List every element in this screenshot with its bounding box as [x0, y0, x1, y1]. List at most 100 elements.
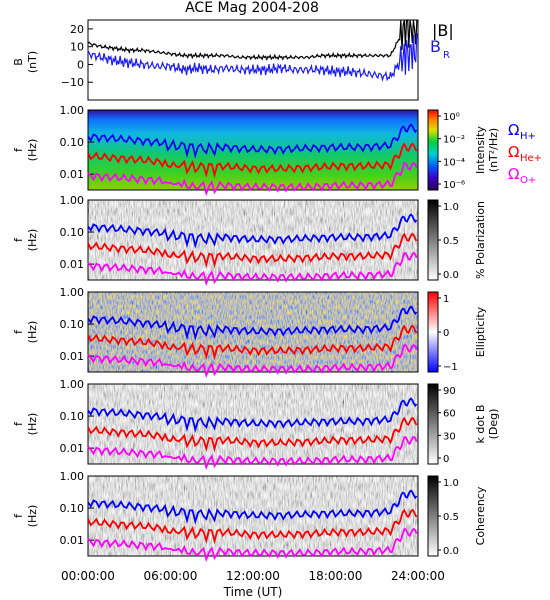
k-dot-B-gyro-Heplus — [87, 416, 418, 453]
intensity-colorbar-label: 10⁻⁴ — [443, 157, 465, 168]
legend-omega-o: Ω — [508, 165, 519, 183]
legend-br: B — [430, 37, 441, 56]
x-axis-ticks: 00:00:00 06:00:00 12:00:00 18:00:00 24:00:00 — [61, 569, 445, 583]
intensity-ylabel: f — [12, 147, 25, 152]
polarization-ytick-label: 0.10 — [60, 226, 85, 239]
bfield-series — [87, 19, 418, 83]
ellipticity-colorbar-label: 1 — [443, 294, 449, 305]
k-dot-B-ytick-label: 0.01 — [60, 442, 85, 455]
coherency-gyro-Heplus — [87, 508, 418, 545]
intensity-colorbar-label: 10⁰ — [443, 112, 460, 123]
k-dot-B-colorbar-label: 90 — [443, 386, 456, 397]
ellipticity-colorbar-label: 0 — [443, 328, 449, 339]
bfield-line-btotal — [87, 19, 418, 62]
intensity-ytick-label: 1.00 — [60, 104, 85, 117]
ellipticity-gyro-Oplus — [87, 343, 418, 379]
k-dot-B-image — [88, 384, 418, 464]
legend-he-sub: He+ — [520, 153, 542, 164]
ellipticity-yunit: (Hz) — [26, 321, 39, 344]
polarization-gyro-Heplus — [87, 232, 418, 269]
ion-legend: Ω H+ Ω He+ Ω O+ — [508, 121, 542, 186]
intensity-colorbar-label: 10⁻⁶ — [443, 180, 465, 191]
ellipticity-frame — [87, 291, 419, 373]
x-tick-label: 18:00:00 — [309, 569, 363, 583]
polarization-colorbar-label: 0.5 — [443, 236, 459, 247]
bfield-ytick-label: 0 — [77, 58, 84, 71]
coherency-colorbar-label: 0.0 — [443, 546, 459, 557]
k-dot-B-colorbar-label: 0 — [443, 454, 449, 465]
k-dot-B-frame — [87, 383, 419, 465]
polarization-frame — [87, 199, 419, 281]
k-dot-B-colorbar-unit: (Deg) — [487, 409, 500, 440]
x-tick-label: 06:00:00 — [144, 569, 198, 583]
polarization-gyro-Hplus — [87, 213, 418, 249]
legend-br-sub: R — [443, 50, 450, 61]
bfield-ytick-label: 10 — [70, 41, 84, 54]
k-dot-B-ytick-label: 1.00 — [60, 378, 85, 391]
legend-btotal: |B| — [432, 21, 454, 40]
x-tick-label: 00:00:00 — [61, 569, 115, 583]
x-tick-label: 12:00:00 — [226, 569, 280, 583]
coherency-colorbar-label: 1.0 — [443, 478, 459, 489]
panel-k-dot-B: 1.00 0.10 0.01 f (Hz) 90 60 30 0 k dot B (Deg) — [12, 378, 500, 471]
coherency-ytick-label: 0.01 — [60, 534, 85, 547]
bfield-frame — [87, 19, 419, 101]
legend-h-sub: H+ — [520, 131, 536, 142]
intensity-colorbar — [427, 109, 439, 191]
coherency-image — [88, 476, 418, 556]
panel-bfield: 20 10 0 −10 B (nT) |B| B R — [12, 19, 454, 101]
polarization-yunit: (Hz) — [26, 229, 39, 252]
intensity-gyro-Hplus — [87, 123, 418, 159]
k-dot-B-colorbar-title: k dot B — [474, 405, 487, 444]
intensity-ytick-label: 0.10 — [60, 136, 85, 149]
ellipticity-gyro-Heplus — [87, 324, 418, 361]
coherency-colorbar-label: 0.5 — [443, 512, 459, 523]
chart-title: ACE Mag 2004-208 — [185, 0, 319, 16]
ellipticity-gyro-Hplus — [87, 305, 418, 341]
coherency-colorbar — [427, 475, 439, 557]
coherency-ylabel: f — [12, 513, 25, 518]
polarization-colorbar — [427, 199, 439, 281]
legend-omega-he: Ω — [508, 143, 519, 161]
polarization-colorbar-label: 1.0 — [443, 202, 459, 213]
bfield-line-br — [87, 33, 418, 83]
polarization-ylabel: f — [12, 237, 25, 242]
panel-polarization: 1.00 0.10 0.01 f (Hz) 1.0 0.5 0.0 % Polarization — [12, 194, 487, 287]
ellipticity-ylabel: f — [12, 329, 25, 334]
bfield-yunit: (nT) — [26, 51, 39, 73]
intensity-image — [88, 110, 418, 190]
polarization-gyro-Oplus — [87, 251, 418, 287]
legend-o-sub: O+ — [520, 175, 536, 186]
intensity-gyro-Oplus — [87, 161, 418, 197]
k-dot-B-ytick-label: 0.10 — [60, 410, 85, 423]
k-dot-B-yunit: (Hz) — [26, 413, 39, 436]
k-dot-B-gyro-Hplus — [87, 397, 418, 433]
intensity-frame — [87, 109, 419, 191]
panel-coherency: 1.00 0.10 0.01 f (Hz) 1.0 0.5 0.0 Coherency — [12, 470, 487, 563]
k-dot-B-colorbar-label: 60 — [443, 409, 456, 420]
bfield-ytick-label: −10 — [61, 76, 84, 89]
polarization-ytick-label: 0.01 — [60, 258, 85, 271]
intensity-colorbar-unit: (nT²/Hz) — [487, 128, 500, 172]
spectrogram-panels: 1.000.100.01f (Hz)10⁰10⁻²10⁻⁴10⁻⁶Intensit… — [12, 104, 500, 563]
k-dot-B-colorbar-label: 30 — [443, 431, 456, 442]
intensity-ytick-label: 0.01 — [60, 168, 85, 181]
x-axis-label: Time (UT) — [223, 585, 283, 599]
intensity-yunit: (Hz) — [26, 139, 39, 162]
polarization-ytick-label: 1.00 — [60, 194, 85, 207]
polarization-colorbar-title: % Polarization — [474, 201, 487, 279]
ellipticity-colorbar-label: −1 — [443, 362, 458, 373]
coherency-gyro-Hplus — [87, 489, 418, 525]
polarization-image — [88, 200, 418, 280]
panel-ellipticity: 1.00 0.10 0.01 f (Hz) 1 0 −1 Ellipticity — [12, 286, 487, 379]
coherency-yunit: (Hz) — [26, 505, 39, 528]
coherency-colorbar-title: Coherency — [474, 486, 487, 545]
bfield-ytick-label: 20 — [70, 23, 84, 36]
k-dot-B-gyro-Oplus — [87, 435, 418, 471]
polarization-colorbar-label: 0.0 — [443, 270, 459, 281]
ellipticity-ytick-label: 0.10 — [60, 318, 85, 331]
intensity-colorbar-label: 10⁻² — [443, 135, 465, 146]
legend-omega-h: Ω — [508, 121, 519, 139]
coherency-frame — [87, 475, 419, 557]
ellipticity-image — [88, 292, 418, 372]
